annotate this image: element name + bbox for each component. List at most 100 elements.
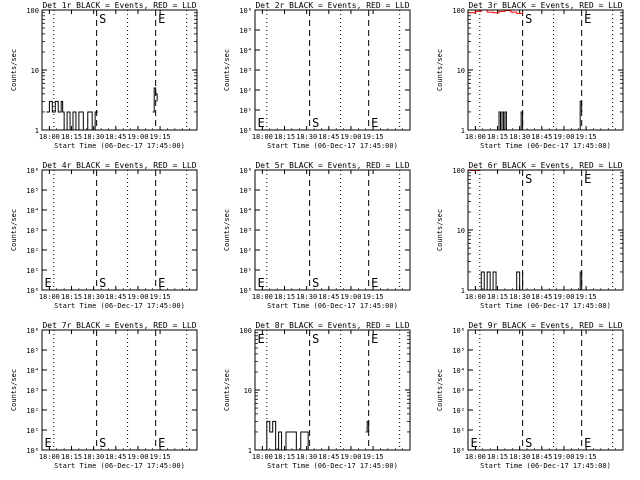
- x-tick-label: 18:30: [296, 293, 317, 301]
- y-tick-label: 10⁵: [239, 187, 252, 195]
- x-tick-label: 19:15: [150, 293, 171, 301]
- y-tick-label: 10⁴: [26, 207, 39, 215]
- y-tick-label: 10¹: [239, 267, 252, 275]
- x-axis-label: Start Time (06-Dec-17 17:45:00): [54, 142, 185, 150]
- x-tick-label: 19:00: [127, 133, 148, 141]
- x-tick-label: 18:30: [296, 453, 317, 461]
- marker-e: E: [371, 332, 378, 346]
- y-tick-label: 10⁴: [452, 367, 465, 375]
- panel-title: Det 1r BLACK = Events, RED = LLD: [42, 1, 196, 10]
- y-axis-label: Counts/sec: [10, 49, 18, 91]
- lld-series: [469, 9, 524, 14]
- x-axis-label: Start Time (06-Dec-17 17:45:00): [267, 142, 398, 150]
- y-tick-label: 10²: [26, 407, 39, 415]
- y-tick-label: 10⁵: [26, 187, 39, 195]
- marker-s: S: [99, 12, 106, 26]
- events-series-late: [365, 420, 370, 433]
- x-tick-label: 19:00: [553, 133, 574, 141]
- panel-det-6: Det 6r BLACK = Events, RED = LLD Counts/s…: [436, 161, 624, 310]
- marker-e: E: [257, 276, 264, 290]
- x-tick-label: 19:15: [363, 293, 384, 301]
- x-tick-label: 18:45: [105, 453, 126, 461]
- panel-frame: [41, 169, 198, 291]
- y-tick-label: 10⁰: [26, 287, 39, 295]
- x-tick-label: 18:15: [274, 293, 295, 301]
- y-tick-label: 10⁵: [452, 347, 465, 355]
- marker-e: E: [257, 332, 264, 346]
- x-tick-label: 19:15: [576, 293, 597, 301]
- x-tick-label: 19:15: [150, 133, 171, 141]
- y-tick-label: 10²: [239, 87, 252, 95]
- x-tick-label: 18:00: [252, 293, 273, 301]
- x-tick-label: 18:15: [61, 293, 82, 301]
- marker-e: E: [584, 12, 591, 26]
- x-axis-label: Start Time (06-Dec-17 17:45:00): [54, 302, 185, 310]
- x-tick-label: 18:15: [61, 453, 82, 461]
- y-tick-label: 10²: [452, 407, 465, 415]
- y-axis-label: Counts/sec: [10, 369, 18, 411]
- marker-e: E: [584, 436, 591, 450]
- x-tick-label: 18:45: [318, 453, 339, 461]
- y-tick-label: 10¹: [26, 267, 39, 275]
- x-tick-label: 18:15: [274, 453, 295, 461]
- y-tick-label: 10²: [26, 247, 39, 255]
- y-tick-label: 10⁶: [239, 167, 252, 175]
- y-tick-label: 10⁶: [26, 327, 39, 335]
- y-tick-label: 10⁴: [26, 367, 39, 375]
- panel-det-4: Det 4r BLACK = Events, RED = LLD Counts/s…: [10, 161, 198, 310]
- y-tick-label: 10³: [26, 387, 39, 395]
- x-tick-label: 19:15: [363, 453, 384, 461]
- x-tick-label: 18:00: [39, 293, 60, 301]
- x-tick-label: 19:00: [553, 453, 574, 461]
- x-tick-label: 19:00: [127, 293, 148, 301]
- x-tick-label: 18:00: [252, 453, 273, 461]
- marker-s: S: [312, 116, 319, 130]
- panel-det-5: Det 5r BLACK = Events, RED = LLD Counts/s…: [223, 161, 411, 310]
- x-tick-label: 18:00: [39, 133, 60, 141]
- x-tick-label: 18:30: [83, 293, 104, 301]
- y-axis-label: Counts/sec: [223, 369, 231, 411]
- marker-e: E: [158, 276, 165, 290]
- x-tick-label: 19:15: [576, 133, 597, 141]
- marker-e: E: [158, 12, 165, 26]
- panel-frame: [467, 329, 624, 451]
- x-axis-label: Start Time (06-Dec-17 17:45:00): [480, 462, 611, 470]
- marker-s: S: [525, 172, 532, 186]
- x-tick-label: 18:00: [465, 293, 486, 301]
- y-axis-label: Counts/sec: [436, 369, 444, 411]
- x-tick-label: 18:15: [274, 133, 295, 141]
- x-tick-label: 18:45: [531, 133, 552, 141]
- x-tick-label: 18:30: [509, 293, 530, 301]
- y-tick-label: 10⁰: [452, 447, 465, 455]
- y-tick-label: 10⁴: [239, 47, 252, 55]
- panel-title: Det 7r BLACK = Events, RED = LLD: [42, 321, 196, 330]
- y-tick-label: 10⁴: [239, 207, 252, 215]
- y-tick-label: 100: [452, 167, 465, 175]
- panel-det-2: Det 2r BLACK = Events, RED = LLD Counts/s…: [223, 1, 411, 150]
- y-tick-label: 10⁵: [26, 347, 39, 355]
- events-series: [263, 420, 309, 451]
- events-series: [478, 271, 524, 291]
- panel-frame: [254, 329, 411, 451]
- y-tick-label: 10: [457, 67, 465, 75]
- y-tick-label: 100: [452, 7, 465, 15]
- y-tick-label: 100: [239, 327, 252, 335]
- events-series: [46, 100, 99, 131]
- x-tick-label: 18:30: [296, 133, 317, 141]
- panel-title: Det 3r BLACK = Events, RED = LLD: [468, 1, 622, 10]
- marker-s: S: [312, 332, 319, 346]
- panel-frame: [254, 9, 411, 131]
- x-tick-label: 18:45: [531, 453, 552, 461]
- marker-e: E: [158, 436, 165, 450]
- x-axis-label: Start Time (06-Dec-17 17:45:00): [480, 302, 611, 310]
- marker-e: E: [371, 116, 378, 130]
- panel-frame: [41, 9, 198, 131]
- x-tick-label: 18:30: [83, 453, 104, 461]
- events-series-late: [578, 271, 583, 291]
- y-tick-label: 10¹: [452, 427, 465, 435]
- x-tick-label: 18:30: [509, 453, 530, 461]
- panel-det-9: Det 9r BLACK = Events, RED = LLD Counts/s…: [436, 321, 624, 470]
- y-tick-label: 10¹: [239, 107, 252, 115]
- y-tick-label: 10¹: [26, 427, 39, 435]
